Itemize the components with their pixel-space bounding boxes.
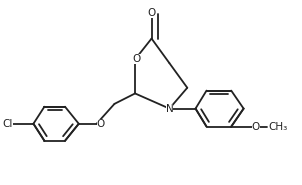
Text: O: O: [252, 122, 260, 132]
Text: CH₃: CH₃: [268, 122, 288, 132]
Text: O: O: [132, 54, 140, 64]
Text: Cl: Cl: [2, 119, 13, 129]
Text: N: N: [165, 104, 173, 114]
Text: O: O: [147, 8, 156, 18]
Text: O: O: [97, 119, 105, 129]
